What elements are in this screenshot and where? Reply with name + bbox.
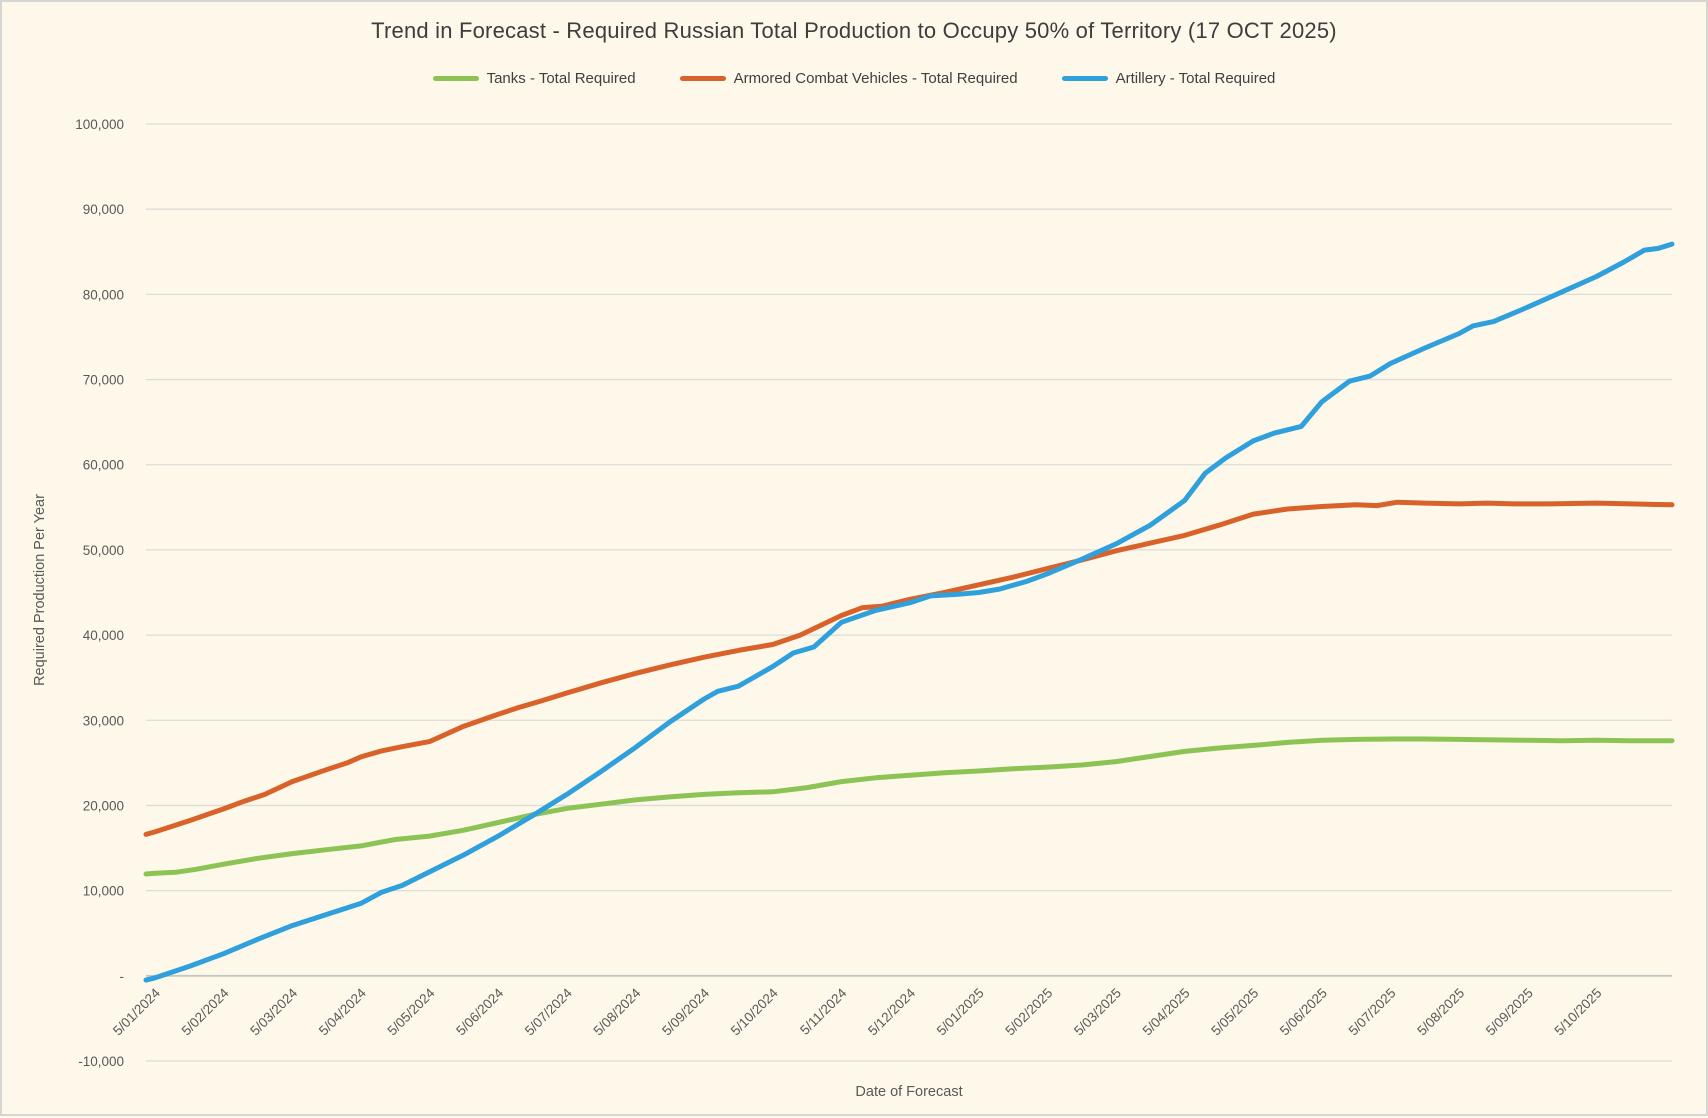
y-axis-title: Required Production Per Year bbox=[32, 494, 48, 686]
legend-swatch-tanks bbox=[432, 76, 479, 81]
x-tick-label: 5/04/2025 bbox=[1140, 985, 1193, 1038]
x-tick-label: 5/08/2025 bbox=[1414, 985, 1467, 1038]
series-line-armored-combat-vehicles bbox=[143, 499, 1675, 837]
x-tick-label: 5/12/2024 bbox=[865, 985, 918, 1038]
x-tick-label: 5/08/2024 bbox=[590, 985, 643, 1038]
page-title: Trend in Forecast - Required Russian Tot… bbox=[371, 18, 1337, 43]
y-tick-label: 10,000 bbox=[83, 884, 124, 899]
y-tick-label: 50,000 bbox=[83, 543, 124, 558]
x-tick-label: 5/07/2024 bbox=[522, 985, 575, 1038]
x-tick-label: 5/09/2025 bbox=[1483, 985, 1536, 1038]
legend-swatch-armored-combat-vehicles bbox=[679, 76, 726, 81]
legend-item-artillery: Artillery - Total Required bbox=[1061, 70, 1276, 87]
x-tick-label: 5/06/2024 bbox=[453, 985, 506, 1038]
x-tick-label: 5/10/2025 bbox=[1552, 985, 1605, 1038]
x-tick-label: 5/01/2025 bbox=[934, 985, 987, 1038]
y-tick-label: 20,000 bbox=[83, 798, 124, 813]
legend-label-armored-combat-vehicles: Armored Combat Vehicles - Total Required bbox=[733, 70, 1018, 87]
series-line-artillery bbox=[143, 241, 1675, 983]
y-tick-label: 90,000 bbox=[83, 202, 124, 217]
x-tick-label: 5/07/2025 bbox=[1346, 985, 1399, 1038]
x-tick-label: 5/04/2024 bbox=[316, 985, 369, 1038]
series-line-tanks bbox=[143, 736, 1675, 877]
y-tick-label: 100,000 bbox=[75, 117, 124, 132]
x-tick-label: 5/10/2024 bbox=[728, 985, 781, 1038]
y-tick-label: 60,000 bbox=[83, 458, 124, 473]
y-tick-label: - bbox=[120, 969, 125, 984]
x-axis-title: Date of Forecast bbox=[855, 1084, 962, 1100]
x-tick-label: 5/06/2025 bbox=[1277, 985, 1330, 1038]
legend-label-tanks: Tanks - Total Required bbox=[486, 70, 636, 87]
x-tick-label: 5/09/2024 bbox=[659, 985, 712, 1038]
x-tick-label: 5/02/2025 bbox=[1002, 985, 1055, 1038]
y-tick-label: 70,000 bbox=[83, 373, 124, 388]
legend-item-tanks: Tanks - Total Required bbox=[432, 70, 636, 87]
x-tick-label: 5/03/2024 bbox=[247, 985, 300, 1038]
y-tick-label: 80,000 bbox=[83, 287, 124, 302]
x-tick-label: 5/05/2025 bbox=[1208, 985, 1261, 1038]
y-tick-label: 30,000 bbox=[83, 713, 124, 728]
x-tick-label: 5/01/2024 bbox=[110, 985, 163, 1038]
y-tick-label: -10,000 bbox=[78, 1054, 124, 1069]
x-tick-label: 5/02/2024 bbox=[179, 985, 232, 1038]
legend-label-artillery: Artillery - Total Required bbox=[1115, 70, 1276, 87]
x-tick-label: 5/03/2025 bbox=[1071, 985, 1124, 1038]
x-tick-label: 5/05/2024 bbox=[385, 985, 438, 1038]
legend-item-armored-combat-vehicles: Armored Combat Vehicles - Total Required bbox=[679, 70, 1018, 87]
legend: Tanks - Total Required Armored Combat Ve… bbox=[2, 70, 1706, 87]
y-tick-label: 40,000 bbox=[83, 628, 124, 643]
x-tick-label: 5/11/2024 bbox=[797, 985, 850, 1038]
legend-swatch-artillery bbox=[1061, 76, 1108, 81]
